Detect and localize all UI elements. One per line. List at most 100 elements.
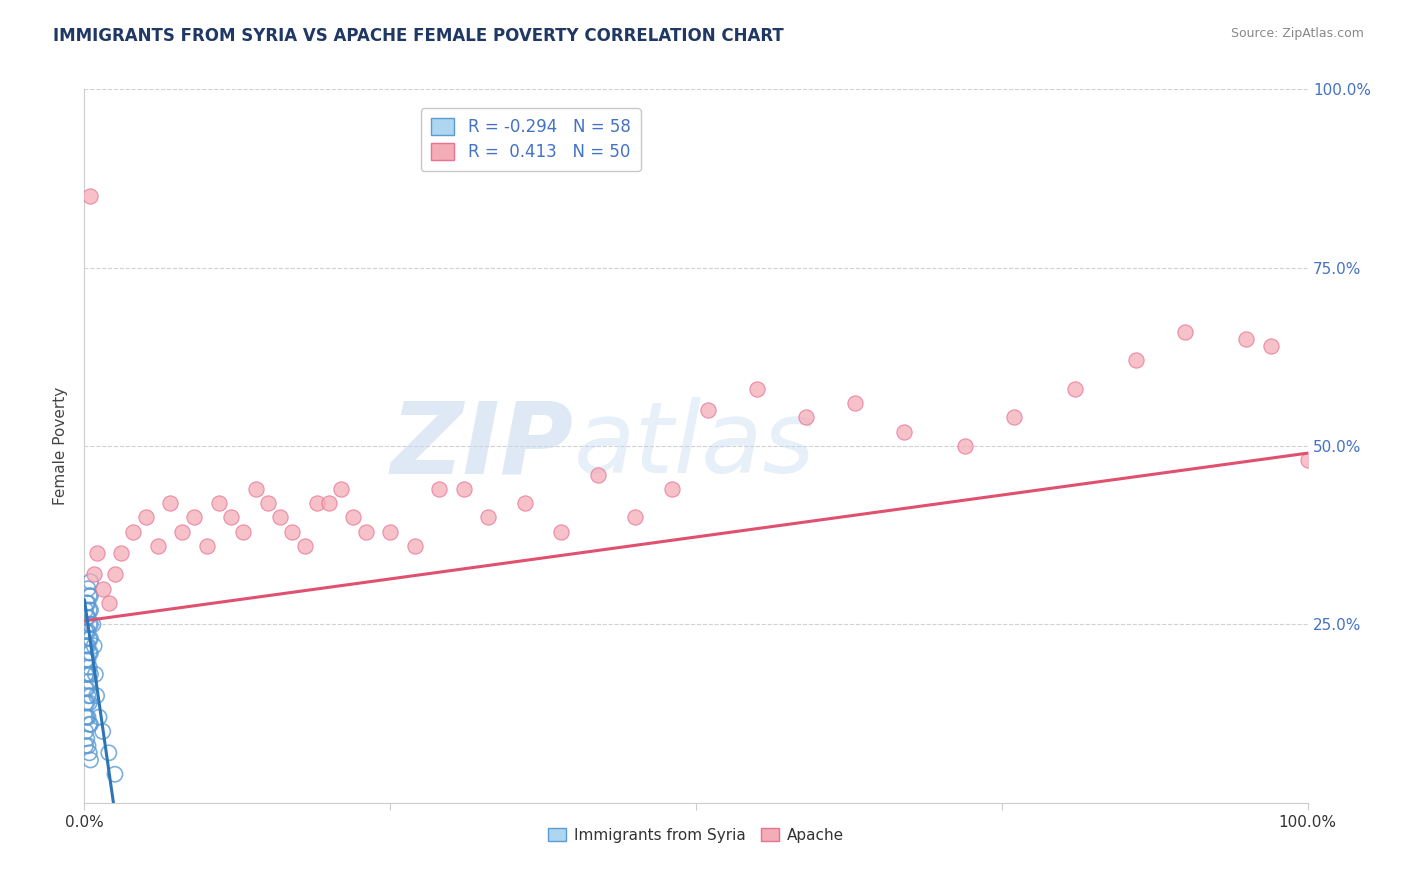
Point <box>83 567 105 582</box>
Point <box>79 603 101 617</box>
Point <box>294 539 316 553</box>
Point <box>77 632 100 646</box>
Point <box>1296 453 1319 467</box>
Point <box>586 467 609 482</box>
Point <box>172 524 194 539</box>
Point <box>75 667 97 681</box>
Point <box>79 617 101 632</box>
Point <box>208 496 231 510</box>
Point <box>697 403 720 417</box>
Text: Source: ZipAtlas.com: Source: ZipAtlas.com <box>1230 27 1364 40</box>
Point <box>245 482 267 496</box>
Point <box>77 689 100 703</box>
Point <box>79 589 101 603</box>
Point <box>104 567 127 582</box>
Point <box>794 410 817 425</box>
Point <box>79 646 101 660</box>
Point <box>76 624 98 639</box>
Point <box>183 510 205 524</box>
Point <box>76 710 98 724</box>
Point <box>76 696 98 710</box>
Point <box>404 539 426 553</box>
Y-axis label: Female Poverty: Female Poverty <box>53 387 69 505</box>
Point <box>76 610 98 624</box>
Point <box>76 681 98 696</box>
Point <box>1260 339 1282 353</box>
Point <box>79 574 101 589</box>
Point <box>550 524 572 539</box>
Point <box>76 731 98 746</box>
Point <box>91 582 114 596</box>
Point <box>77 674 100 689</box>
Point <box>86 689 108 703</box>
Point <box>305 496 328 510</box>
Point <box>747 382 769 396</box>
Point <box>79 667 101 681</box>
Point <box>75 710 97 724</box>
Point <box>75 624 97 639</box>
Point <box>624 510 647 524</box>
Point <box>354 524 377 539</box>
Point <box>97 596 120 610</box>
Point <box>84 667 107 681</box>
Point <box>844 396 866 410</box>
Point <box>77 739 100 753</box>
Point <box>318 496 340 510</box>
Point <box>1002 410 1025 425</box>
Point <box>77 624 100 639</box>
Point <box>427 482 450 496</box>
Point <box>79 753 101 767</box>
Point <box>281 524 304 539</box>
Text: IMMIGRANTS FROM SYRIA VS APACHE FEMALE POVERTY CORRELATION CHART: IMMIGRANTS FROM SYRIA VS APACHE FEMALE P… <box>53 27 785 45</box>
Point <box>219 510 242 524</box>
Point <box>77 660 100 674</box>
Point <box>77 653 100 667</box>
Point <box>77 646 100 660</box>
Point <box>159 496 181 510</box>
Point <box>146 539 169 553</box>
Point <box>79 189 101 203</box>
Point <box>76 653 98 667</box>
Legend: Immigrants from Syria, Apache: Immigrants from Syria, Apache <box>541 822 851 848</box>
Point <box>77 639 100 653</box>
Point <box>342 510 364 524</box>
Point <box>453 482 475 496</box>
Point <box>97 746 120 760</box>
Point <box>87 710 110 724</box>
Point <box>75 653 97 667</box>
Point <box>1174 325 1197 339</box>
Point <box>513 496 536 510</box>
Point <box>953 439 976 453</box>
Point <box>232 524 254 539</box>
Point <box>77 589 100 603</box>
Point <box>75 639 97 653</box>
Point <box>79 632 101 646</box>
Point <box>75 739 97 753</box>
Point <box>75 681 97 696</box>
Point <box>893 425 915 439</box>
Point <box>104 767 127 781</box>
Point <box>135 510 157 524</box>
Point <box>257 496 280 510</box>
Point <box>77 603 100 617</box>
Point <box>83 639 105 653</box>
Point <box>82 617 104 632</box>
Point <box>77 710 100 724</box>
Point <box>75 724 97 739</box>
Point <box>661 482 683 496</box>
Text: atlas: atlas <box>574 398 815 494</box>
Point <box>76 596 98 610</box>
Text: ZIP: ZIP <box>391 398 574 494</box>
Point <box>330 482 353 496</box>
Point <box>76 639 98 653</box>
Point <box>77 610 100 624</box>
Point <box>79 717 101 731</box>
Point <box>77 696 100 710</box>
Point <box>477 510 499 524</box>
Point <box>122 524 145 539</box>
Point <box>75 696 97 710</box>
Point <box>195 539 218 553</box>
Point <box>1125 353 1147 368</box>
Point <box>77 596 100 610</box>
Point <box>380 524 402 539</box>
